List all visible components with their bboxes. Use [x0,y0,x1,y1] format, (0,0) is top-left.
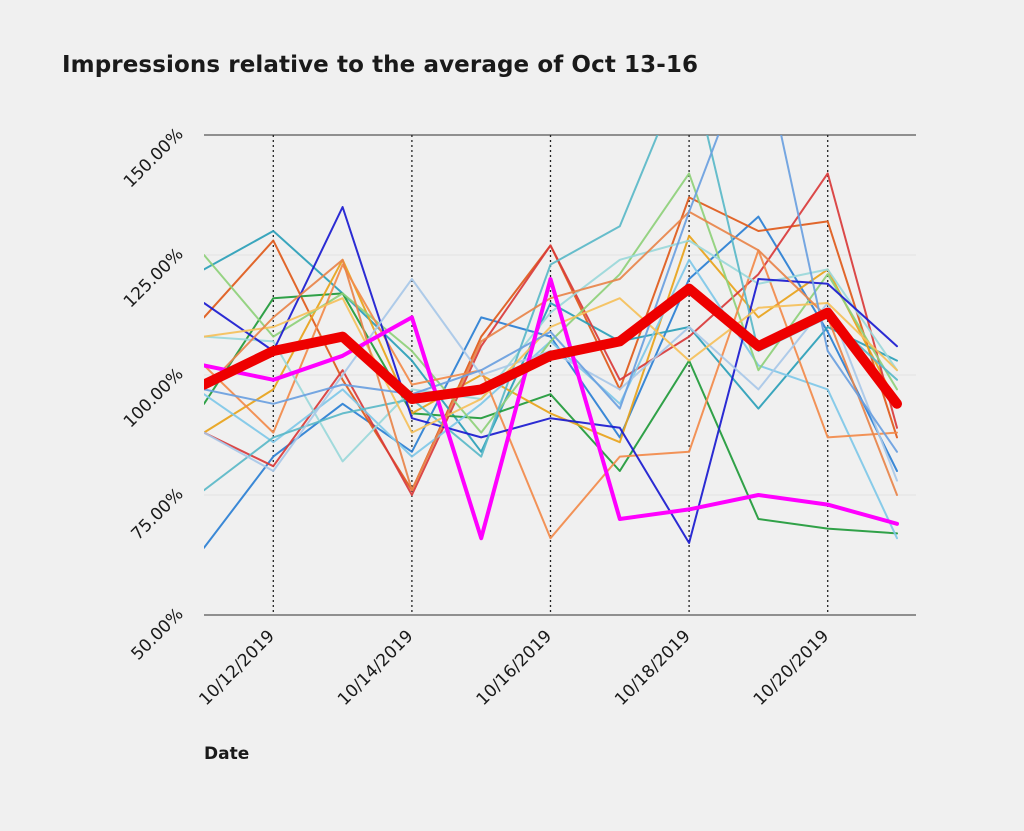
series-line-series-17 [204,277,899,541]
x-tick-label: 10/14/2019 [334,626,417,709]
series-line-series-9 [204,249,898,540]
x-tick-label: 10/12/2019 [195,626,278,709]
series-line-series-5 [204,234,898,444]
series-line-series-18 [204,283,902,409]
x-tick-label: 10/16/2019 [473,626,556,709]
series-line-series-11 [204,206,898,544]
series-line-series-16 [204,135,898,453]
series-line-series-15 [204,210,898,496]
y-tick-label: 150.00% [120,124,188,192]
y-axis-labels: 50.00% 75.00% 100.00% 125.00% 150.00% [120,124,188,664]
series-line-series-14 [204,297,898,434]
y-tick-label: 50.00% [128,604,188,664]
series-lines [204,135,902,549]
x-tick-label: 10/20/2019 [750,626,833,709]
x-axis-title: Date [204,744,250,764]
x-tick-label: 10/18/2019 [611,626,694,709]
x-axis-labels: 10/12/2019 10/14/2019 10/16/2019 10/18/2019… [195,626,833,709]
y-tick-label: 75.00% [128,484,188,544]
series-line-series-3 [204,230,898,453]
grid-layer [204,134,916,616]
series-line-series-4 [204,292,898,535]
y-tick-label: 125.00% [120,244,188,312]
series-line-series-6 [204,172,898,496]
chart-title: Impressions relative to the average of O… [62,52,699,78]
y-tick-label: 100.00% [120,364,188,432]
